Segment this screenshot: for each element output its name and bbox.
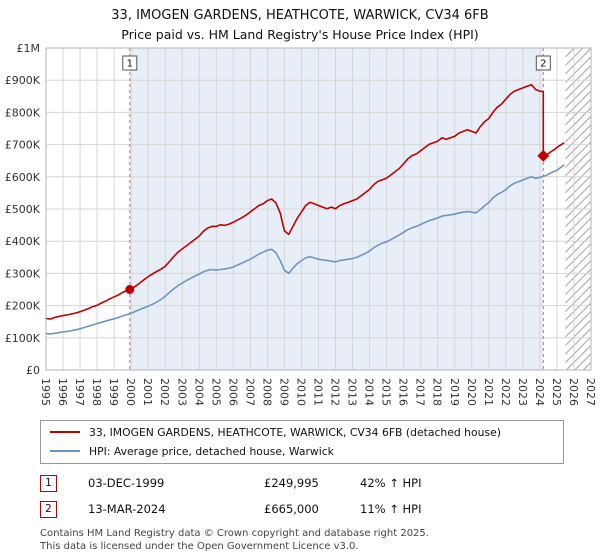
transaction-2-vs-hpi: 11% ↑ HPI: [360, 502, 422, 517]
svg-text:2010: 2010: [294, 378, 307, 406]
svg-text:2027: 2027: [584, 378, 597, 406]
svg-text:2026: 2026: [567, 378, 580, 406]
chart-header: 33, IMOGEN GARDENS, HEATHCOTE, WARWICK, …: [0, 0, 600, 44]
svg-text:2019: 2019: [448, 378, 461, 406]
transaction-row-1: 1 03-DEC-1999 £249,995 42% ↑ HPI: [40, 474, 600, 492]
svg-text:2: 2: [540, 58, 546, 69]
svg-text:2021: 2021: [482, 378, 495, 406]
svg-text:2015: 2015: [380, 378, 393, 406]
svg-text:2017: 2017: [414, 378, 427, 406]
svg-text:2022: 2022: [499, 378, 512, 406]
svg-text:2003: 2003: [175, 378, 188, 406]
svg-text:2025: 2025: [550, 378, 563, 406]
svg-text:2011: 2011: [312, 378, 325, 406]
legend-label-property: 33, IMOGEN GARDENS, HEATHCOTE, WARWICK, …: [89, 425, 501, 439]
svg-text:£900K: £900K: [5, 74, 41, 87]
svg-text:2014: 2014: [363, 378, 376, 406]
transaction-1-price: £249,995: [264, 476, 319, 491]
transaction-2-date: 13-MAR-2024: [88, 502, 166, 517]
svg-text:1995: 1995: [39, 378, 52, 406]
svg-text:2009: 2009: [277, 378, 290, 406]
svg-text:1996: 1996: [56, 378, 69, 406]
page-title: 33, IMOGEN GARDENS, HEATHCOTE, WARWICK, …: [111, 8, 489, 23]
svg-text:2006: 2006: [226, 378, 239, 406]
svg-text:2023: 2023: [516, 378, 529, 406]
page-subtitle: Price paid vs. HM Land Registry's House …: [121, 26, 479, 42]
chart-legend: 33, IMOGEN GARDENS, HEATHCOTE, WARWICK, …: [40, 419, 564, 464]
transaction-row-2: 2 13-MAR-2024 £665,000 11% ↑ HPI: [40, 500, 600, 518]
svg-text:£600K: £600K: [5, 171, 41, 184]
transaction-table: 1 03-DEC-1999 £249,995 42% ↑ HPI 2 13-MA…: [40, 474, 600, 518]
svg-text:2004: 2004: [192, 378, 205, 406]
svg-text:2024: 2024: [533, 378, 546, 406]
svg-text:1999: 1999: [107, 378, 120, 406]
svg-text:2018: 2018: [431, 378, 444, 406]
svg-text:1: 1: [127, 58, 133, 69]
svg-text:£500K: £500K: [5, 203, 41, 216]
svg-text:2008: 2008: [260, 378, 273, 406]
svg-text:2013: 2013: [346, 378, 359, 406]
svg-text:1997: 1997: [73, 378, 86, 406]
svg-text:£700K: £700K: [5, 139, 41, 152]
svg-text:2016: 2016: [397, 378, 410, 406]
svg-text:2000: 2000: [124, 378, 137, 406]
svg-text:2012: 2012: [329, 378, 342, 406]
hpi-line-swatch: [50, 450, 80, 453]
svg-text:2020: 2020: [465, 378, 478, 406]
transaction-1-marker: 1: [40, 474, 57, 492]
transaction-2-marker: 2: [40, 500, 57, 518]
transaction-1-date: 03-DEC-1999: [88, 476, 165, 491]
svg-text:£100K: £100K: [5, 332, 41, 345]
transaction-1-vs-hpi: 42% ↑ HPI: [360, 476, 422, 491]
svg-text:£200K: £200K: [5, 300, 41, 313]
license-footer: Contains HM Land Registry data © Crown c…: [40, 527, 600, 554]
svg-text:£400K: £400K: [5, 235, 41, 248]
svg-text:£1M: £1M: [17, 44, 41, 55]
footer-line-1: Contains HM Land Registry data © Crown c…: [40, 527, 429, 539]
property-line-swatch: [50, 431, 80, 434]
svg-text:2002: 2002: [158, 378, 171, 406]
svg-text:£0: £0: [26, 364, 40, 377]
svg-text:1998: 1998: [90, 378, 103, 406]
svg-text:£300K: £300K: [5, 267, 41, 280]
svg-text:2007: 2007: [243, 378, 256, 406]
price-chart-svg: 1 2 £0 £100K £200K £300K £400K £500K £600K £700K £…: [5, 44, 597, 406]
svg-text:2001: 2001: [141, 378, 154, 406]
legend-item-property: 33, IMOGEN GARDENS, HEATHCOTE, WARWICK, …: [50, 426, 554, 439]
svg-text:2005: 2005: [209, 378, 222, 406]
legend-item-hpi: HPI: Average price, detached house, Warw…: [50, 445, 554, 458]
footer-line-2: This data is licensed under the Open Gov…: [40, 541, 359, 553]
legend-label-hpi: HPI: Average price, detached house, Warw…: [89, 444, 334, 458]
transaction-2-price: £665,000: [264, 502, 319, 517]
svg-text:£800K: £800K: [5, 106, 41, 119]
